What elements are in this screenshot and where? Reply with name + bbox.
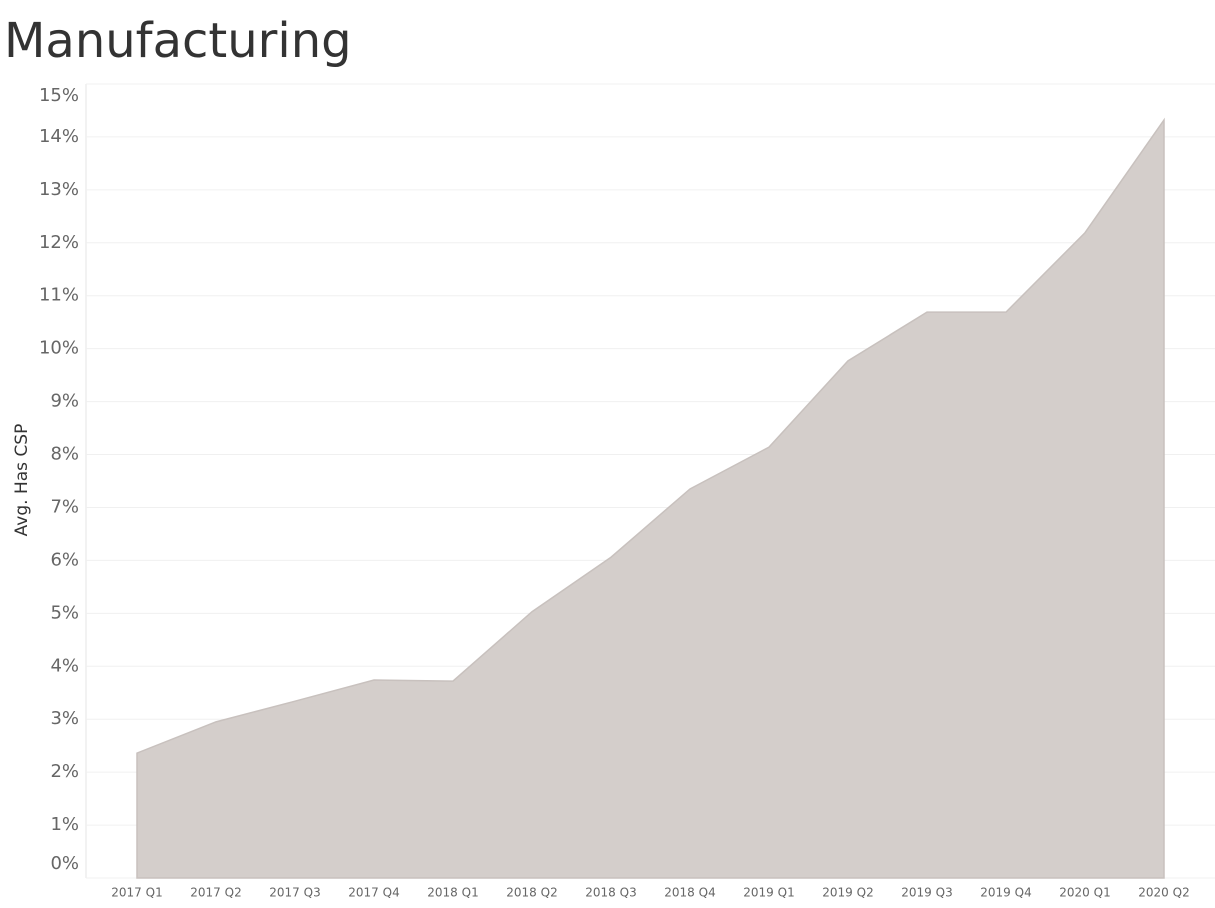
y-axis-label: Avg. Has CSP <box>12 424 32 537</box>
y-tick-label: 1% <box>50 814 79 835</box>
y-tick-label: 14% <box>39 126 79 147</box>
y-tick-label: 11% <box>39 285 79 306</box>
x-tick-label: 2020 Q2 <box>1138 886 1189 900</box>
chart-title: Manufacturing <box>4 13 352 69</box>
x-tick-label: 2019 Q2 <box>822 886 873 900</box>
y-tick-label: 7% <box>50 496 79 517</box>
x-tick-label: 2017 Q2 <box>190 886 241 900</box>
y-tick-label: 12% <box>39 232 79 253</box>
x-tick-label: 2017 Q3 <box>269 886 320 900</box>
y-tick-label: 6% <box>50 549 79 570</box>
area <box>136 117 1165 879</box>
y-tick-label: 3% <box>50 708 79 729</box>
x-tick-label: 2018 Q1 <box>427 886 478 900</box>
x-tick-label: 2017 Q4 <box>348 886 399 900</box>
y-tick-label: 5% <box>50 602 79 623</box>
y-tick-label: 0% <box>50 853 79 874</box>
y-tick-label: 2% <box>50 761 79 782</box>
x-tick-label: 2020 Q1 <box>1059 886 1110 900</box>
y-tick-label: 15% <box>39 85 79 106</box>
y-tick-label: 10% <box>39 338 79 359</box>
x-tick-label: 2019 Q4 <box>980 886 1031 900</box>
x-tick-label: 2018 Q2 <box>506 886 557 900</box>
y-tick-label: 4% <box>50 655 79 676</box>
x-tick-label: 2018 Q4 <box>664 886 715 900</box>
x-tick-label: 2019 Q3 <box>901 886 952 900</box>
y-tick-label: 9% <box>50 391 79 412</box>
y-tick-label: 8% <box>50 444 79 465</box>
y-tick-label: 13% <box>39 179 79 200</box>
x-tick-label: 2018 Q3 <box>585 886 636 900</box>
x-tick-label: 2017 Q1 <box>111 886 162 900</box>
x-tick-label: 2019 Q1 <box>743 886 794 900</box>
